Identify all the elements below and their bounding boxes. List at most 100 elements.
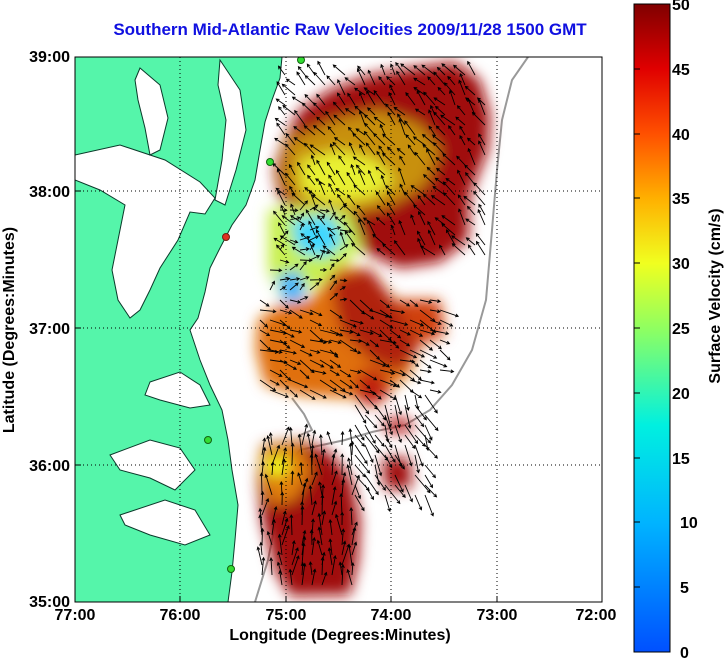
colorbar-tick-label: 0 bbox=[680, 645, 689, 659]
velocity-arrow bbox=[424, 464, 436, 479]
velocity-arrow bbox=[289, 263, 299, 271]
velocity-arrow bbox=[349, 506, 354, 526]
velocity-arrow bbox=[299, 282, 305, 291]
velocity-arrow bbox=[297, 65, 306, 76]
velocity-arrow bbox=[308, 561, 313, 576]
velocity-arrow bbox=[259, 329, 271, 336]
velocity-arrow bbox=[364, 434, 380, 454]
velocity-arrow bbox=[275, 187, 286, 196]
velocity-arrow bbox=[312, 102, 326, 116]
velocity-arrow bbox=[276, 168, 286, 186]
velocity-arrow bbox=[316, 159, 326, 176]
velocity-arrow bbox=[301, 102, 316, 116]
velocity-arrow bbox=[279, 230, 289, 241]
colorbar-tick-label: 20 bbox=[672, 386, 690, 403]
velocity-arrow bbox=[344, 77, 356, 86]
velocity-arrow bbox=[379, 369, 396, 375]
velocity-arrow bbox=[281, 458, 286, 476]
velocity-arrow bbox=[301, 423, 309, 446]
velocity-arrow bbox=[426, 166, 436, 176]
velocity-arrow bbox=[422, 193, 436, 206]
velocity-arrow bbox=[300, 233, 316, 246]
velocity-arrow bbox=[424, 494, 434, 517]
velocity-arrow bbox=[331, 500, 338, 516]
velocity-arrow bbox=[269, 268, 283, 273]
velocity-arrow bbox=[264, 473, 273, 496]
velocity-arrow bbox=[350, 163, 356, 176]
velocity-arrow bbox=[318, 433, 323, 456]
velocity-arrow bbox=[261, 437, 267, 456]
velocity-arrow bbox=[331, 453, 336, 476]
velocity-arrow bbox=[379, 123, 386, 136]
velocity-arrow bbox=[419, 349, 438, 359]
velocity-arrow bbox=[301, 482, 307, 506]
velocity-arrow bbox=[339, 231, 346, 246]
velocity-arrow bbox=[397, 113, 406, 126]
velocity-arrow bbox=[464, 164, 476, 176]
velocity-arrow bbox=[276, 122, 286, 136]
velocity-arrow bbox=[329, 309, 343, 319]
velocity-arrow bbox=[404, 434, 416, 450]
velocity-arrow bbox=[331, 554, 337, 576]
velocity-arrow bbox=[341, 471, 347, 486]
velocity-arrow bbox=[376, 248, 386, 256]
velocity-arrow bbox=[369, 389, 382, 400]
velocity-arrow bbox=[456, 155, 466, 166]
velocity-arrow bbox=[284, 143, 296, 156]
velocity-arrow bbox=[429, 329, 450, 336]
velocity-arrow bbox=[414, 414, 425, 428]
y-tick-label: 37:00 bbox=[29, 321, 70, 338]
velocity-arrow bbox=[299, 261, 307, 271]
velocity-arrow bbox=[381, 152, 396, 166]
velocity-arrow bbox=[467, 98, 476, 116]
velocity-arrow bbox=[414, 108, 426, 116]
velocity-arrow bbox=[308, 220, 316, 236]
velocity-arrow bbox=[424, 424, 433, 441]
x-tick-labels: 77:00 76:00 75:00 74:00 73:00 72:00 bbox=[55, 607, 617, 624]
velocity-arrow bbox=[367, 69, 376, 86]
velocity-arrow bbox=[414, 474, 431, 494]
velocity-arrow bbox=[419, 359, 432, 369]
velocity-arrow bbox=[456, 105, 466, 116]
velocity-arrow bbox=[279, 276, 291, 281]
velocity-arrow bbox=[341, 528, 346, 546]
velocity-arrow bbox=[372, 233, 386, 246]
velocity-arrow bbox=[390, 224, 396, 236]
velocity-arrow bbox=[473, 182, 486, 196]
velocity-arrow bbox=[400, 63, 416, 76]
velocity-arrow bbox=[331, 470, 338, 486]
velocity-arrow bbox=[331, 486, 337, 506]
velocity-arrow bbox=[466, 205, 476, 216]
velocity-arrow bbox=[259, 299, 270, 307]
velocity-arrow bbox=[311, 500, 317, 516]
velocity-arrow bbox=[281, 215, 296, 226]
velocity-arrow bbox=[278, 222, 286, 236]
velocity-arrow bbox=[445, 177, 456, 186]
velocity-arrow bbox=[379, 299, 391, 308]
velocity-arrow bbox=[329, 143, 336, 156]
velocity-arrow bbox=[435, 167, 446, 176]
velocity-arrow bbox=[433, 71, 446, 86]
velocity-arrow bbox=[442, 181, 456, 196]
velocity-arrow bbox=[376, 150, 386, 166]
velocity-arrow bbox=[352, 132, 366, 146]
velocity-arrow bbox=[353, 210, 366, 226]
y-tick-label: 38:00 bbox=[29, 184, 70, 201]
velocity-arrow bbox=[341, 540, 347, 556]
colorbar-tick-label: 45 bbox=[672, 62, 690, 79]
velocity-arrow bbox=[404, 394, 410, 412]
velocity-arrow bbox=[309, 349, 321, 354]
velocity-arrow bbox=[344, 230, 356, 246]
velocity-arrow bbox=[353, 184, 366, 196]
velocity-arrow bbox=[399, 299, 411, 307]
velocity-arrow bbox=[373, 116, 386, 126]
velocity-arrow bbox=[354, 105, 366, 116]
velocity-arrow bbox=[329, 280, 338, 291]
velocity-arrow bbox=[350, 440, 355, 456]
velocity-arrow bbox=[347, 457, 353, 476]
velocity-arrow bbox=[317, 60, 326, 76]
velocity-arrow bbox=[386, 212, 396, 226]
velocity-arrow bbox=[289, 329, 303, 334]
velocity-arrow bbox=[477, 208, 486, 226]
velocity-arrow bbox=[308, 189, 316, 206]
